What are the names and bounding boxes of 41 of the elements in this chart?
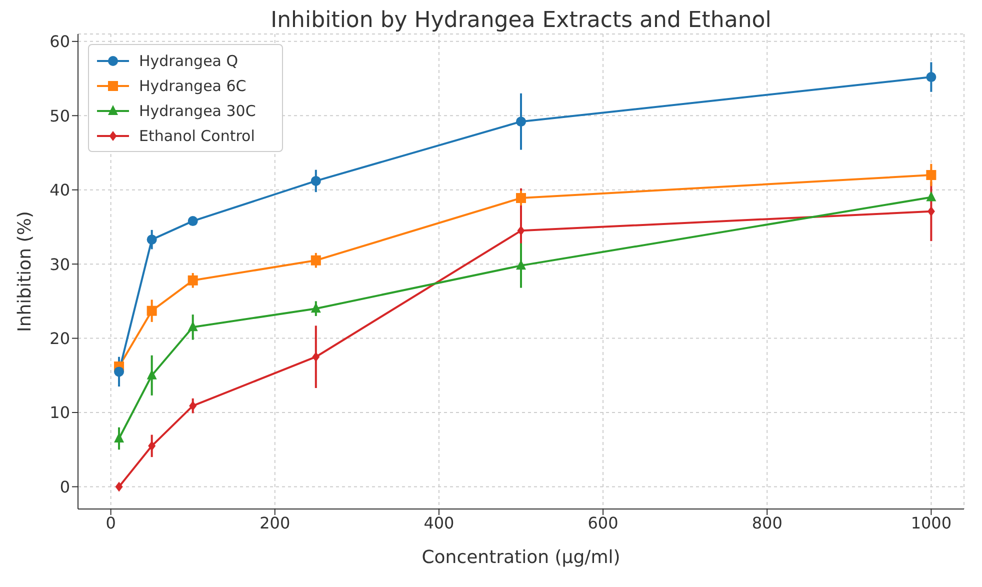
- x-axis-title: Concentration (µg/ml): [422, 547, 620, 568]
- y-tick-label: 20: [50, 328, 70, 348]
- y-tick-label: 60: [50, 32, 70, 52]
- x-tick-label: 800: [752, 513, 782, 532]
- legend-label: Hydrangea 6C: [139, 76, 246, 94]
- legend-label: Hydrangea 30C: [139, 102, 256, 120]
- point: [926, 170, 936, 180]
- point: [312, 352, 320, 362]
- point: [188, 321, 198, 332]
- x-tick-label: 600: [588, 513, 618, 532]
- point: [146, 306, 157, 316]
- y-axis-title: Inhibition (%): [14, 211, 36, 332]
- point: [310, 176, 321, 186]
- point: [310, 255, 321, 266]
- x-tick-label: 400: [424, 513, 454, 532]
- point: [148, 440, 156, 451]
- point: [189, 400, 197, 411]
- point: [310, 302, 321, 313]
- point: [146, 234, 157, 245]
- point: [114, 366, 124, 377]
- point: [146, 369, 157, 380]
- point: [926, 191, 936, 202]
- point: [516, 193, 526, 204]
- y-tick-label: 0: [60, 477, 70, 496]
- chart-title: Inhibition by Hydrangea Extracts and Ethanol: [270, 8, 772, 33]
- point: [188, 275, 198, 286]
- y-tick-label: 40: [50, 180, 70, 200]
- x-tick-label: 1000: [910, 513, 952, 532]
- point: [188, 216, 198, 226]
- point: [516, 116, 526, 127]
- y-tick-label: 30: [50, 254, 70, 274]
- point: [926, 72, 936, 82]
- y-tick-label: 50: [50, 106, 70, 126]
- x-tick-label: 200: [260, 513, 290, 532]
- point: [517, 226, 525, 236]
- x-tick-label: 0: [106, 513, 116, 532]
- legend-label: Ethanol Control: [139, 126, 255, 144]
- y-tick-label: 10: [50, 403, 70, 422]
- legend-label: Hydrangea Q: [139, 52, 238, 70]
- point: [115, 482, 123, 492]
- point: [927, 206, 935, 216]
